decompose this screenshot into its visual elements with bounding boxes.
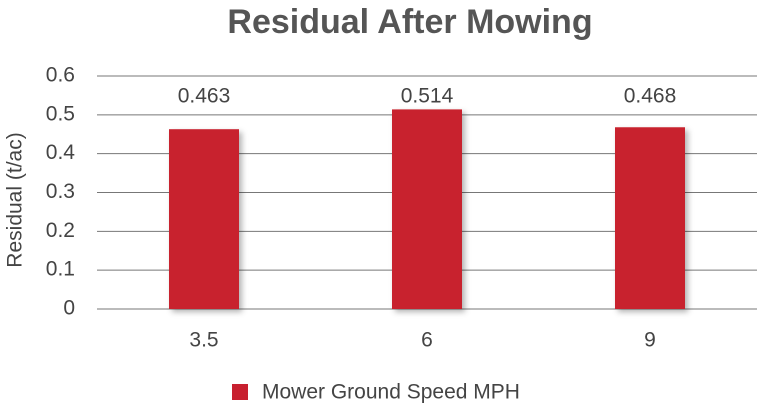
legend-swatch [232,384,248,400]
bar [392,109,462,309]
y-axis-label: Residual (t/ac) [4,132,27,267]
chart-title: Residual After Mowing [227,3,592,41]
bar [169,129,239,309]
y-tick-label: 0.5 [46,102,75,125]
data-label: 0.468 [624,85,677,108]
data-label: 0.463 [178,85,231,108]
y-tick-label: 0.6 [46,64,75,87]
x-tick-label: 9 [644,329,656,352]
x-tick-label: 3.5 [189,329,218,352]
x-tick-label: 6 [421,329,433,352]
legend-label: Mower Ground Speed MPH [262,381,520,404]
y-tick-label: 0.2 [46,219,75,242]
bar [615,127,685,309]
data-label: 0.514 [401,85,454,108]
y-tick-label: 0.3 [46,180,75,203]
y-tick-label: 0.4 [46,141,76,164]
y-tick-label: 0 [63,297,75,320]
y-tick-label: 0.1 [46,258,75,281]
